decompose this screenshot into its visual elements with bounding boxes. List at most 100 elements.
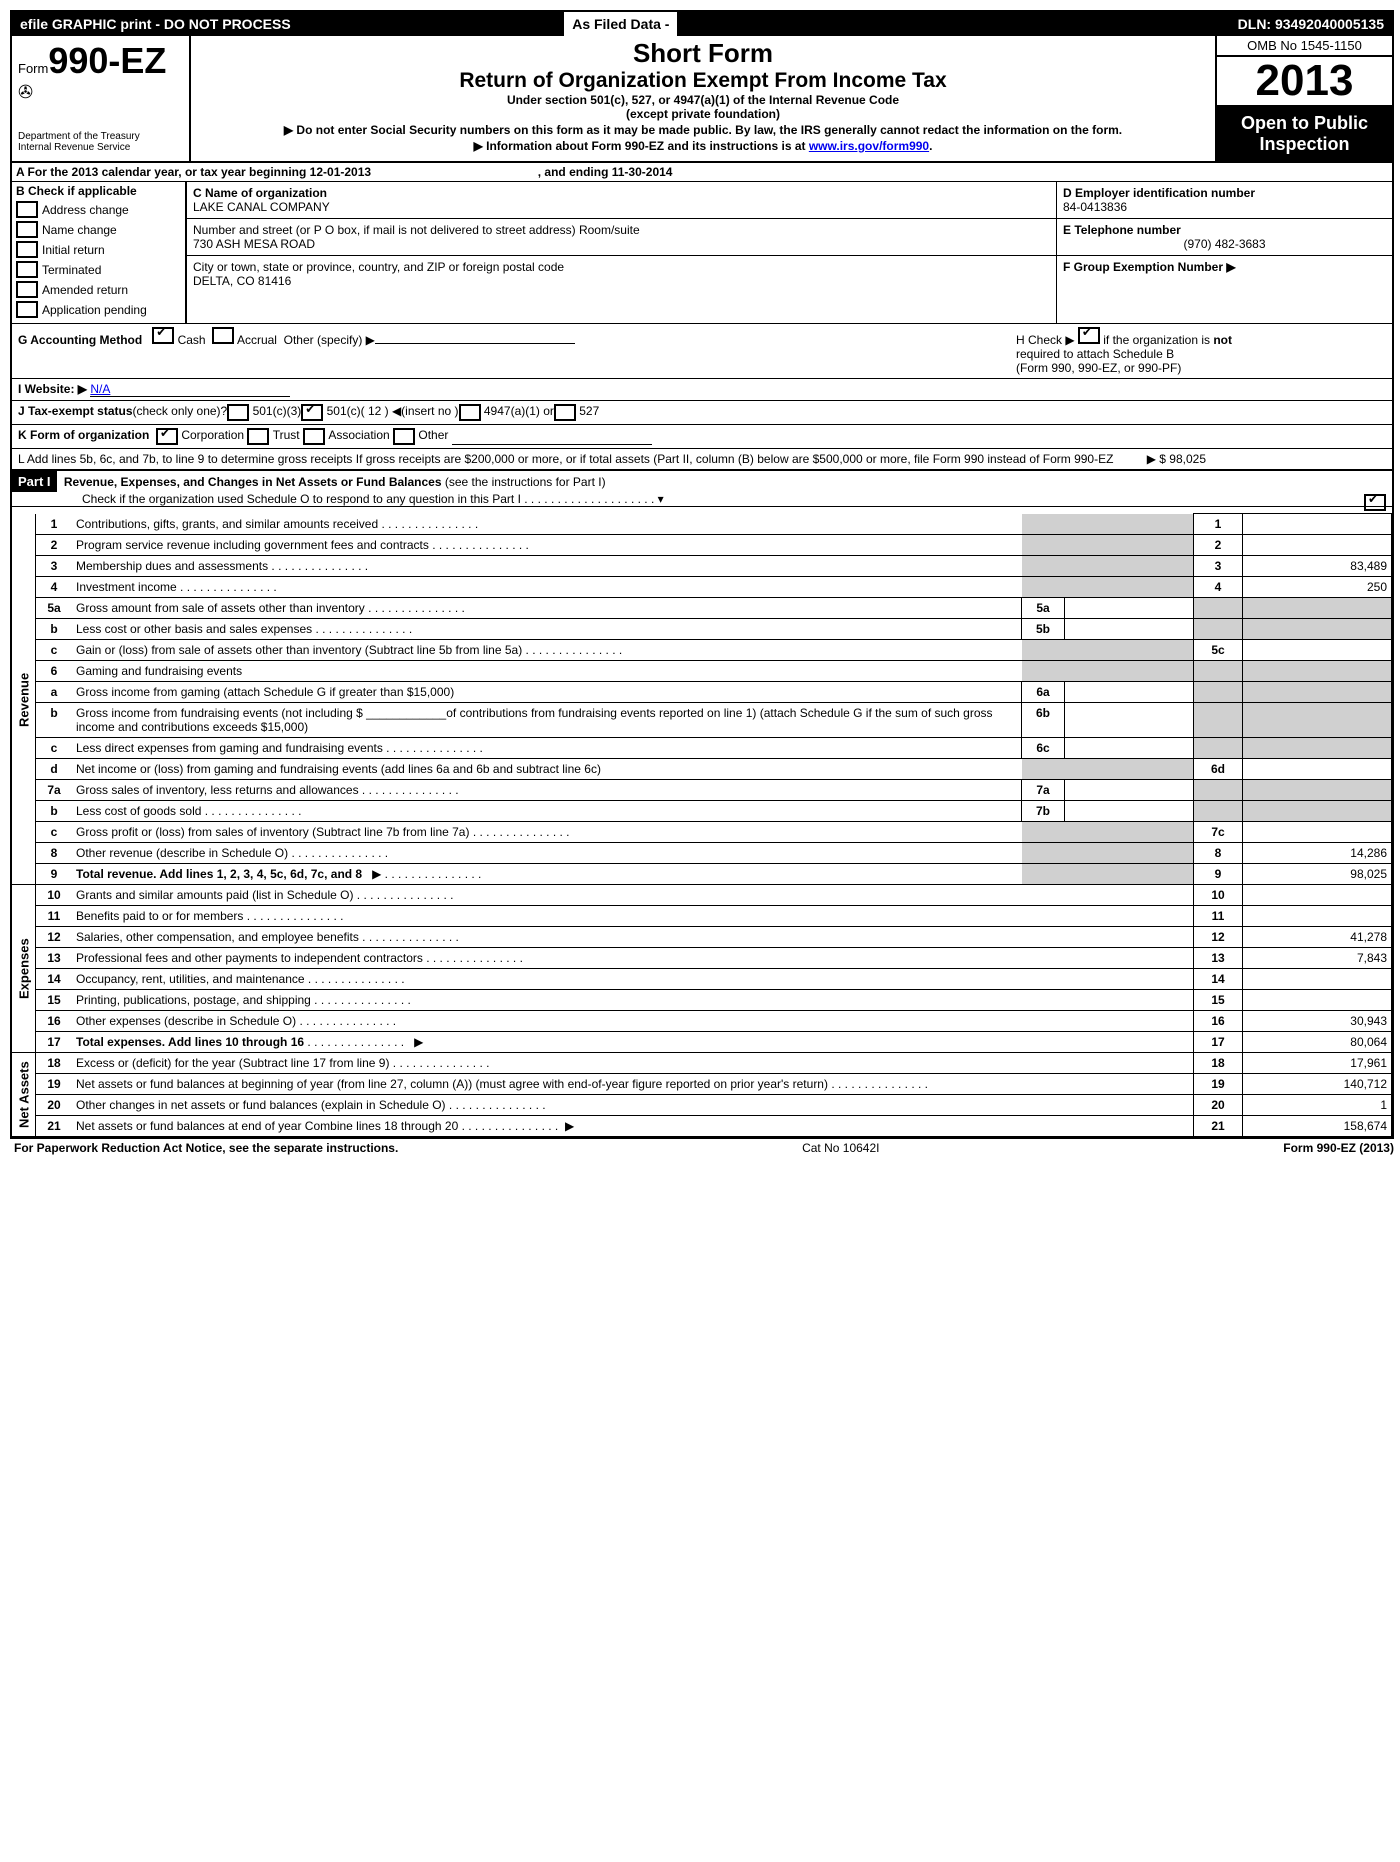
- cb-amended[interactable]: Amended return: [16, 281, 181, 298]
- line-7c: Gross profit or (loss) from sales of inv…: [72, 822, 1022, 843]
- part1-check: Check if the organization used Schedule …: [12, 492, 664, 506]
- as-filed-label: As Filed Data -: [564, 12, 677, 36]
- subtitle2: (except private foundation): [203, 107, 1203, 121]
- subtitle1: Under section 501(c), 527, or 4947(a)(1)…: [203, 93, 1203, 107]
- col-def: D Employer identification number 84-0413…: [1057, 182, 1392, 323]
- irs-link[interactable]: www.irs.gov/form990: [809, 139, 929, 153]
- j-label: J Tax-exempt status: [18, 404, 133, 421]
- row-k: K Form of organization ✔ Corporation Tru…: [12, 425, 1392, 449]
- cb-other[interactable]: [393, 428, 415, 445]
- c-name-label: C Name of organization: [193, 186, 327, 200]
- org-name: LAKE CANAL COMPANY: [193, 200, 330, 214]
- h-block: H Check ▶ ✔ if the organization is not r…: [1016, 327, 1386, 375]
- footer-mid: Cat No 10642I: [802, 1141, 879, 1155]
- cb-501c3[interactable]: [227, 404, 249, 421]
- line-13: Professional fees and other payments to …: [72, 948, 1194, 969]
- row-i: I Website: ▶ N/A: [12, 379, 1392, 401]
- org-city: DELTA, CO 81416: [193, 274, 291, 288]
- cb-app-pending[interactable]: Application pending: [16, 301, 181, 318]
- lines-table: Revenue 1Contributions, gifts, grants, a…: [12, 513, 1392, 1137]
- col-c: C Name of organization LAKE CANAL COMPAN…: [187, 182, 1057, 323]
- line-7a: Gross sales of inventory, less returns a…: [72, 780, 1022, 801]
- line-6c: Less direct expenses from gaming and fun…: [72, 738, 1022, 759]
- part1-sub: (see the instructions for Part I): [445, 475, 606, 489]
- line-10: Grants and similar amounts paid (list in…: [72, 885, 1194, 906]
- line-6: Gaming and fundraising events: [72, 661, 1022, 682]
- i-label: I Website: ▶: [18, 382, 87, 397]
- b-label: B Check if applicable: [16, 184, 137, 198]
- row-a-pre: A For the 2013 calendar year, or tax yea…: [16, 165, 310, 179]
- cb-4947[interactable]: [459, 404, 481, 421]
- g-label: G Accounting Method: [18, 333, 142, 347]
- f-label: F Group Exemption Number ▶: [1063, 260, 1236, 274]
- cb-h[interactable]: ✔: [1078, 327, 1100, 344]
- form-number: Form990-EZ: [18, 40, 183, 82]
- line-3: Membership dues and assessments: [72, 556, 1022, 577]
- cb-part1-schedo[interactable]: ✔: [1364, 494, 1386, 511]
- c-addr-label: Number and street (or P O box, if mail i…: [193, 223, 640, 237]
- l-text: L Add lines 5b, 6c, and 7b, to line 9 to…: [18, 452, 1113, 466]
- k-label: K Form of organization: [18, 428, 149, 445]
- efile-label: efile GRAPHIC print - DO NOT PROCESS: [12, 12, 564, 36]
- footer: For Paperwork Reduction Act Notice, see …: [10, 1139, 1398, 1157]
- short-form-label: Short Form: [203, 38, 1203, 69]
- part1-num: Part I: [12, 471, 57, 492]
- ssn-note: ▶ Do not enter Social Security numbers o…: [203, 123, 1203, 137]
- row-l: L Add lines 5b, 6c, and 7b, to line 9 to…: [12, 449, 1392, 470]
- line-19: Net assets or fund balances at beginning…: [72, 1074, 1194, 1095]
- line-17: Total expenses. Add lines 10 through 16: [76, 1035, 304, 1049]
- dept-irs: Internal Revenue Service: [18, 142, 183, 153]
- row-a-mid: , and ending: [538, 165, 612, 179]
- cb-501c[interactable]: ✔: [301, 404, 323, 421]
- cb-527[interactable]: [554, 404, 576, 421]
- line-5b: Less cost or other basis and sales expen…: [72, 619, 1022, 640]
- form-number-big: 990-EZ: [48, 40, 166, 81]
- org-address: 730 ASH MESA ROAD: [193, 237, 315, 251]
- begin-date: 12-01-2013: [310, 165, 371, 179]
- dln-label: DLN: 93492040005135: [1230, 12, 1392, 36]
- line-18: Excess or (deficit) for the year (Subtra…: [72, 1053, 1194, 1074]
- cb-cash[interactable]: ✔: [152, 327, 174, 344]
- ein-value: 84-0413836: [1063, 200, 1127, 214]
- top-bar: efile GRAPHIC print - DO NOT PROCESS As …: [12, 12, 1392, 36]
- c-city-label: City or town, state or province, country…: [193, 260, 564, 274]
- cb-corp[interactable]: ✔: [156, 428, 178, 445]
- line-2: Program service revenue including govern…: [72, 535, 1022, 556]
- tax-year: 2013: [1217, 57, 1392, 107]
- line-11: Benefits paid to or for members: [72, 906, 1194, 927]
- dept-treasury: Department of the Treasury: [18, 131, 183, 142]
- d-label: D Employer identification number: [1063, 186, 1255, 200]
- line-20: Other changes in net assets or fund bala…: [72, 1095, 1194, 1116]
- info-note: ▶ Information about Form 990-EZ and its …: [203, 139, 1203, 153]
- footer-right: Form 990-EZ (2013): [1283, 1141, 1394, 1155]
- cb-assoc[interactable]: [303, 428, 325, 445]
- cb-name-change[interactable]: Name change: [16, 221, 181, 238]
- line-7b: Less cost of goods sold: [72, 801, 1022, 822]
- line-9: Total revenue. Add lines 1, 2, 3, 4, 5c,…: [76, 867, 362, 881]
- row-a: A For the 2013 calendar year, or tax yea…: [12, 163, 1392, 182]
- line-6b: Gross income from fundraising events (no…: [72, 703, 1022, 738]
- cb-terminated[interactable]: Terminated: [16, 261, 181, 278]
- cb-address-change[interactable]: Address change: [16, 201, 181, 218]
- form-990ez: efile GRAPHIC print - DO NOT PROCESS As …: [10, 10, 1394, 1139]
- line-14: Occupancy, rent, utilities, and maintena…: [72, 969, 1194, 990]
- line-8: Other revenue (describe in Schedule O): [72, 843, 1022, 864]
- netassets-label: Net Assets: [12, 1053, 36, 1137]
- header: Form990-EZ ✇ Department of the Treasury …: [12, 36, 1392, 163]
- cb-initial-return[interactable]: Initial return: [16, 241, 181, 258]
- phone-value: (970) 482-3683: [1063, 237, 1386, 251]
- end-date: 11-30-2014: [612, 165, 673, 179]
- e-label: E Telephone number: [1063, 223, 1181, 237]
- line-4: Investment income: [72, 577, 1022, 598]
- l-amount: ▶ $ 98,025: [1147, 452, 1386, 466]
- cb-accrual[interactable]: [212, 327, 234, 344]
- row-j: J Tax-exempt status(check only one)? 501…: [12, 401, 1392, 425]
- line-15: Printing, publications, postage, and shi…: [72, 990, 1194, 1011]
- info-note-pre: ▶ Information about Form 990-EZ and its …: [474, 139, 809, 153]
- cb-trust[interactable]: [247, 428, 269, 445]
- line-6a: Gross income from gaming (attach Schedul…: [72, 682, 1022, 703]
- website-link[interactable]: N/A: [90, 382, 110, 396]
- line-5c: Gain or (loss) from sale of assets other…: [72, 640, 1022, 661]
- section-bcdef: B Check if applicable Address change Nam…: [12, 182, 1392, 324]
- line-1: Contributions, gifts, grants, and simila…: [72, 514, 1022, 535]
